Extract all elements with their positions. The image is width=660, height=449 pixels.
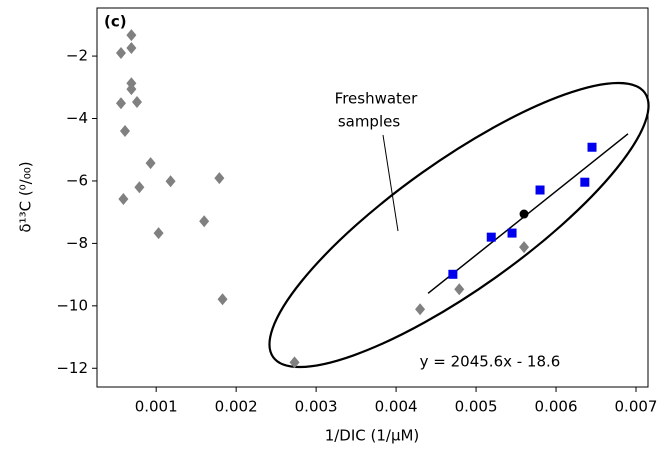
x-tick-label: 0.007 <box>615 398 658 416</box>
diamond-point <box>115 46 126 59</box>
x-tick-label: 0.006 <box>535 398 578 416</box>
diamond-point <box>134 181 145 194</box>
annotation-text: samples <box>338 113 401 131</box>
x-tick-label: 0.001 <box>135 398 178 416</box>
diamond-point <box>454 283 465 296</box>
x-tick-label: 0.002 <box>215 398 258 416</box>
y-tick-label: −8 <box>66 234 88 252</box>
diamond-point <box>119 125 130 138</box>
diamond-point <box>126 29 137 42</box>
diamond-point <box>153 227 164 240</box>
diamond-point <box>126 41 137 54</box>
y-tick-label: −12 <box>56 359 88 377</box>
plot-frame <box>96 7 649 388</box>
x-tick-label: 0.005 <box>455 398 498 416</box>
diamond-point <box>126 83 137 96</box>
diamond-point <box>289 356 300 369</box>
square-point <box>587 142 597 152</box>
square-point <box>580 177 590 187</box>
annotation-pointer <box>382 134 399 232</box>
diamond-point <box>217 293 228 306</box>
y-axis-label: δ¹³C (⁰/₀₀) <box>17 161 35 232</box>
diamond-point <box>115 97 126 110</box>
diamond-point <box>199 215 210 228</box>
y-tick-label: −10 <box>56 296 88 314</box>
equation-label: y = 2045.6x - 18.6 <box>420 353 561 371</box>
square-point <box>486 232 496 242</box>
y-tick-label: −4 <box>66 109 88 127</box>
diamond-point <box>519 241 530 254</box>
x-axis-label: 1/DIC (1/μM) <box>325 427 420 445</box>
circle-point <box>519 209 529 219</box>
square-point <box>507 228 517 238</box>
diamond-point <box>165 175 176 188</box>
panel-label: (c) <box>104 13 127 31</box>
y-tick-label: −6 <box>66 171 88 189</box>
annotation-text: Freshwater <box>335 90 418 108</box>
diamond-point <box>214 172 225 185</box>
x-tick-label: 0.004 <box>375 398 418 416</box>
diamond-point <box>131 95 142 108</box>
square-point <box>535 185 545 195</box>
y-tick-label: −2 <box>66 47 88 65</box>
freshwater-ellipse <box>268 81 650 369</box>
diamond-point <box>415 303 426 316</box>
diamond-point <box>145 157 156 170</box>
x-tick-label: 0.003 <box>295 398 338 416</box>
diamond-point <box>118 193 129 206</box>
square-point <box>448 269 458 279</box>
